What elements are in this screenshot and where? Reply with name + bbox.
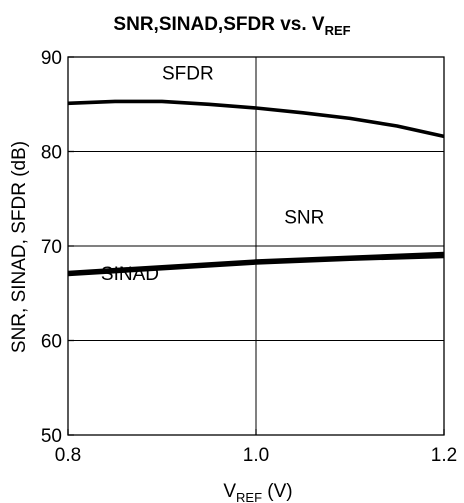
y-axis-label: SNR, SINAD, SFDR (dB) bbox=[9, 141, 30, 353]
series-line-snr bbox=[67, 251, 445, 275]
series-line-sfdr bbox=[67, 99, 445, 139]
annotation-snr: SNR bbox=[284, 207, 324, 228]
chart-title-subscript: REF bbox=[325, 23, 351, 38]
tick-layer: 50 60 70 80 90 0.8 1.0 1.2 bbox=[41, 48, 457, 466]
y-tick-label-60: 60 bbox=[41, 332, 62, 353]
x-tick-label-1: 1.0 bbox=[243, 445, 269, 466]
series-layer bbox=[67, 99, 445, 277]
x-axis-label-subscript: REF bbox=[236, 490, 262, 503]
y-tick-label-90: 90 bbox=[41, 48, 62, 69]
chart-title-main: SNR,SINAD,SFDR vs. V bbox=[113, 14, 324, 35]
x-axis-label: VREF (V) bbox=[223, 481, 292, 503]
x-axis-label-unit: (V) bbox=[262, 481, 293, 502]
y-tick-label-50: 50 bbox=[41, 426, 62, 447]
x-tick-label-1_2: 1.2 bbox=[431, 445, 457, 466]
x-axis-label-main: V bbox=[223, 481, 236, 502]
annotation-sinad: SINAD bbox=[101, 264, 159, 285]
y-tick-label-80: 80 bbox=[41, 143, 62, 164]
series-line-sinad bbox=[67, 254, 445, 277]
chart-title: SNR,SINAD,SFDR vs. VREF bbox=[113, 14, 350, 38]
annotation-layer: SFDR SNR SINAD bbox=[101, 64, 324, 285]
grid bbox=[68, 57, 444, 435]
annotation-sfdr: SFDR bbox=[162, 64, 214, 85]
x-tick-label-0_8: 0.8 bbox=[55, 445, 81, 466]
y-tick-label-70: 70 bbox=[41, 237, 62, 258]
